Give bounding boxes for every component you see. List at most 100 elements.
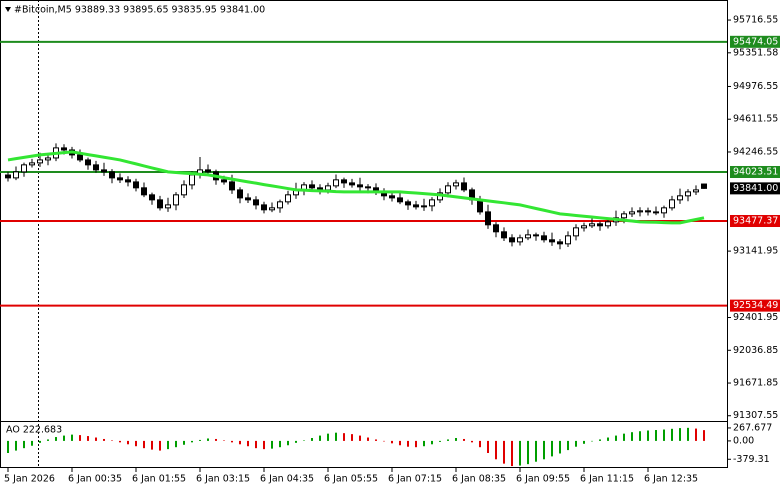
x-tick-label: 6 Jan 07:15 <box>388 474 442 485</box>
candle-body <box>309 184 315 189</box>
candle-body <box>237 189 243 199</box>
x-tick-label: 6 Jan 04:35 <box>260 474 314 485</box>
x-tick-label: 6 Jan 01:55 <box>132 474 186 485</box>
candle-body <box>493 224 499 233</box>
candle-body <box>541 235 547 241</box>
candle-body <box>221 179 227 183</box>
candle-body <box>701 183 707 189</box>
y-tick-label: 92401.95 <box>733 312 778 323</box>
x-tick-label: 6 Jan 08:35 <box>452 474 506 485</box>
candle-body <box>29 162 35 166</box>
level-label-box <box>730 35 780 48</box>
candle-body <box>37 159 43 164</box>
candle-body <box>533 234 539 237</box>
candle-body <box>485 211 491 226</box>
y-tick-label: -379.31 <box>733 454 770 465</box>
level-label-box <box>730 165 780 178</box>
candle-body <box>229 181 235 191</box>
candle-body <box>141 187 147 196</box>
candle-body <box>341 179 347 184</box>
candle-body <box>421 205 427 208</box>
candle-body <box>589 223 595 227</box>
candle-body <box>629 211 635 215</box>
candle-body <box>461 182 467 191</box>
candle-body <box>125 179 131 183</box>
candle-body <box>605 221 611 227</box>
candle-body <box>509 237 515 243</box>
candle-body <box>453 182 459 187</box>
y-tick-label: 0.00 <box>733 435 754 446</box>
candle-body <box>525 234 531 239</box>
x-tick-label: 6 Jan 03:15 <box>196 474 250 485</box>
level-label-box <box>730 215 780 228</box>
candle-body <box>61 147 67 151</box>
candle-body <box>85 159 91 166</box>
candle-body <box>445 185 451 194</box>
y-tick-label: 267.677 <box>733 422 772 433</box>
candle-body <box>693 189 699 193</box>
price-marker-label: 93841.00 <box>733 183 778 194</box>
chart-title: #Bitcoin,M5 93889.33 93895.65 93835.95 9… <box>14 5 265 16</box>
candle-body <box>349 182 355 186</box>
y-tick-label: 94246.55 <box>733 146 778 157</box>
y-tick-label: 94611.55 <box>733 114 778 125</box>
candle-body <box>677 195 683 201</box>
candle-body <box>261 204 267 211</box>
level-label-box <box>730 299 780 312</box>
candle-body <box>549 239 555 243</box>
candle-body <box>389 195 395 199</box>
candle-body <box>277 201 283 209</box>
candle-body <box>117 177 123 181</box>
candle-body <box>653 211 659 214</box>
candle-body <box>357 184 363 188</box>
candle-body <box>517 237 523 243</box>
candle-body <box>669 199 675 209</box>
candle-body <box>101 169 107 173</box>
y-tick-label: 95716.55 <box>733 15 778 26</box>
y-tick-label: 93141.95 <box>733 246 778 257</box>
candle-body <box>637 210 643 213</box>
candle-body <box>149 194 155 201</box>
candle-body <box>365 186 371 189</box>
level-label: 95474.05 <box>733 36 778 47</box>
candle-body <box>157 199 163 209</box>
x-tick-label: 6 Jan 09:55 <box>516 474 570 485</box>
candle-body <box>109 171 115 179</box>
candle-body <box>325 185 331 191</box>
candle-body <box>397 197 403 203</box>
candle-body <box>93 164 99 171</box>
candle-body <box>133 181 139 189</box>
collapse-icon <box>5 7 11 12</box>
y-tick-label: 91671.85 <box>733 378 778 389</box>
candle-body <box>565 235 571 245</box>
y-tick-label: 92036.85 <box>733 345 778 356</box>
candle-body <box>21 164 27 173</box>
moving-average <box>7 150 705 225</box>
level-label: 94023.51 <box>733 166 778 177</box>
x-tick-label: 6 Jan 05:55 <box>324 474 378 485</box>
candle-body <box>661 207 667 214</box>
candle-body <box>285 194 291 203</box>
candle-body <box>581 225 587 229</box>
candle-body <box>573 227 579 237</box>
candle-body <box>45 157 51 161</box>
plot-frame <box>0 0 728 468</box>
candle-body <box>5 174 11 179</box>
y-tick-label: 91307.55 <box>733 410 778 421</box>
candle-body <box>501 231 507 239</box>
candle-body <box>173 194 179 206</box>
x-tick-label: 6 Jan 11:15 <box>580 474 634 485</box>
candle-body <box>685 191 691 197</box>
candle-body <box>645 210 651 213</box>
candle-body <box>557 241 563 245</box>
candle-body <box>181 184 187 196</box>
candle-body <box>189 174 195 186</box>
x-tick-label: 6 Jan 00:35 <box>68 474 122 485</box>
candle-body <box>77 154 83 161</box>
candle-body <box>429 199 435 207</box>
candle-body <box>597 223 603 227</box>
level-label: 92534.49 <box>733 300 778 311</box>
candle-body <box>269 207 275 211</box>
candle-body <box>413 204 419 208</box>
